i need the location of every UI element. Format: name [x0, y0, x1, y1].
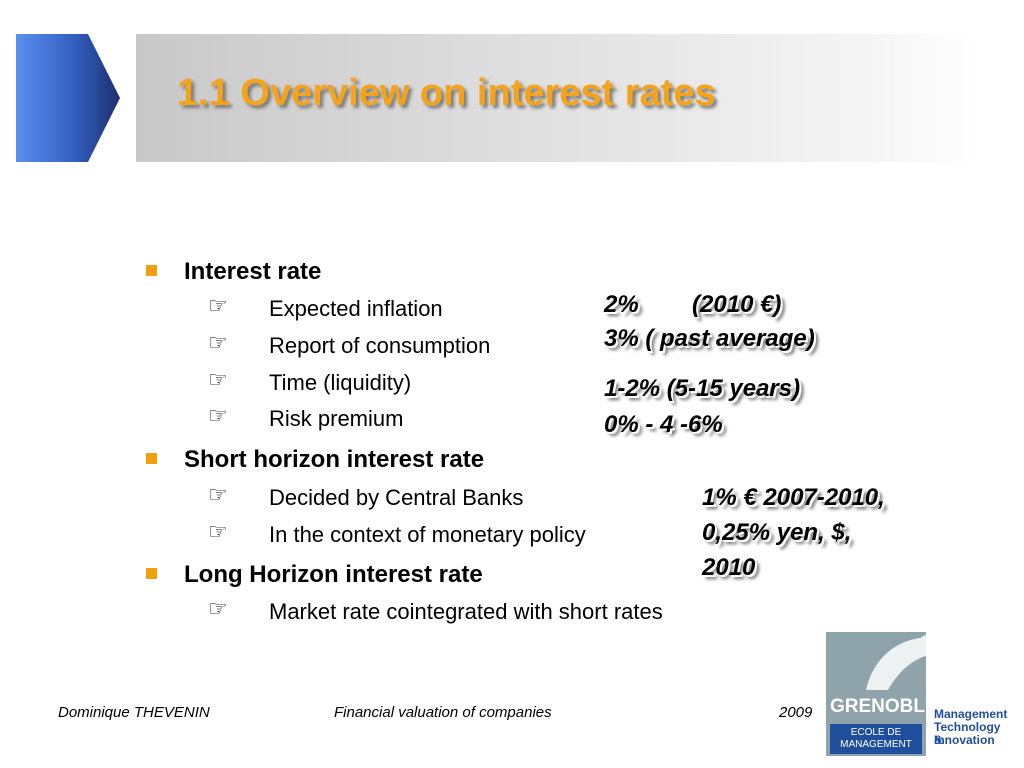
logo-school-band [830, 724, 922, 754]
header-arrow-icon [16, 34, 120, 162]
pointing-hand-icon: ☞ [208, 294, 228, 319]
page-title: 1.1 Overview on interest rates [177, 72, 716, 114]
bullet-label: Short horizon interest rate [184, 446, 485, 473]
pointing-hand-icon: ☞ [208, 404, 228, 429]
footer-course: Financial valuation of companies [334, 704, 552, 721]
subitem-label: Expected inflation [269, 296, 443, 321]
logo-school-line2: MANAGEMENT [840, 739, 912, 750]
subitem-label: Report of consumption [269, 333, 491, 358]
subitem-label: Risk premium [269, 406, 404, 431]
square-bullet-icon [146, 265, 157, 276]
pointing-hand-icon: ☞ [208, 520, 228, 545]
logo-wordmark: GRENOBLE [830, 696, 938, 717]
footer-author: Dominique THEVENIN [58, 704, 210, 721]
grenoble-logo: GRENOBLE ECOLE DE MANAGEMENT Management … [826, 632, 1008, 760]
subitem-label: Decided by Central Banks [269, 485, 524, 510]
annotation-liquidity: 1-2% (5-15 years) [604, 375, 801, 402]
pointing-hand-icon: ☞ [208, 597, 228, 622]
annotation-inflation-past: 3% ( past average) [604, 325, 815, 352]
dolphin-icon [866, 633, 949, 690]
annotation-risk-premium: 0% - 4 -6% [604, 411, 723, 438]
annotation-central-bank-3: 2010 [702, 554, 756, 581]
logo-tagline-1: Management [934, 707, 1008, 721]
square-bullet-icon [146, 568, 157, 579]
pointing-hand-icon: ☞ [208, 483, 228, 508]
pointing-hand-icon: ☞ [208, 331, 228, 356]
logo-tagline-2: Technology & [934, 720, 1001, 747]
annotation-central-bank-2: 0,25% yen, $, [702, 519, 852, 546]
subitem-label: Market rate cointegrated with short rate… [269, 599, 663, 624]
subitem-label: In the context of monetary policy [269, 522, 586, 547]
bullet-label: Long Horizon interest rate [184, 561, 483, 588]
pointing-hand-icon: ☞ [208, 368, 228, 393]
annotation-inflation-2010: 2% (2010 €) [604, 291, 782, 318]
logo-school-line1: ECOLE DE [850, 727, 902, 738]
title-band [136, 34, 982, 162]
bullet-label: Interest rate [184, 258, 322, 285]
subitem-label: Time (liquidity) [269, 370, 412, 395]
footer-year: 2009 [779, 704, 813, 721]
annotation-central-bank-1: 1% € 2007-2010, [702, 484, 885, 511]
square-bullet-icon [146, 453, 157, 464]
logo-tagline-3: Innovation [934, 733, 995, 747]
